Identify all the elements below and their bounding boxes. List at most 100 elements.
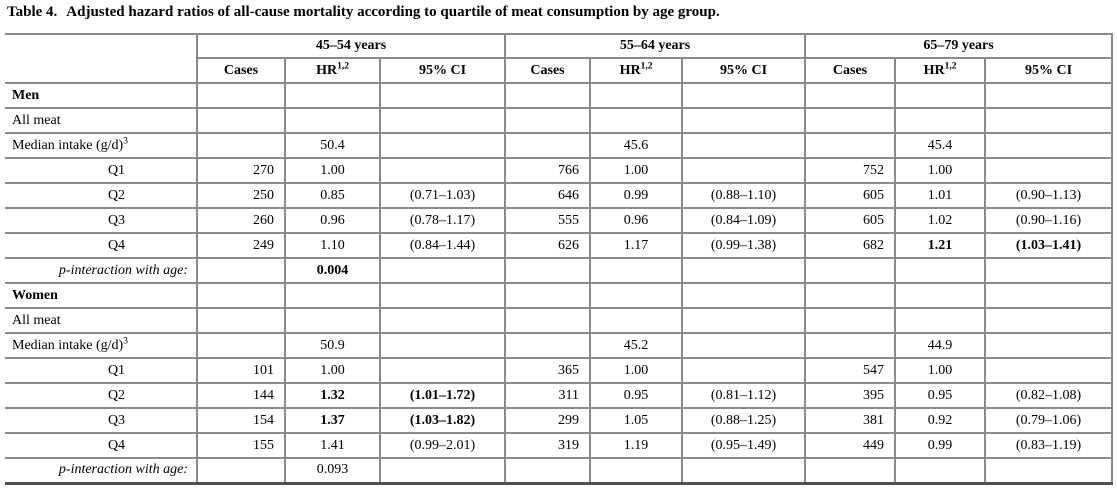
row-label: Q3 (5, 207, 198, 234)
cases-cell (804, 107, 897, 134)
row-label: p-interaction with age: (5, 457, 198, 485)
ci-cell: (1.03–1.82) (378, 407, 507, 434)
hr-cell: 1.32 (284, 382, 381, 409)
cases-cell: 311 (504, 382, 592, 409)
cases-cell (804, 257, 897, 284)
header-subcolumns-row: Cases HR1,2 95% CI Cases HR1,2 95% CI Ca… (5, 57, 1114, 84)
hr-cell: 1.41 (284, 432, 381, 459)
ci-cell: (0.99–1.38) (681, 232, 807, 259)
hr-cell: 1.00 (589, 157, 684, 184)
ci-cell (378, 457, 507, 485)
table-row: Women (5, 282, 1114, 309)
cases-cell (196, 332, 286, 359)
table-row: Q2 250 0.85 (0.71–1.03) 646 0.99 (0.88–1.10) 60… (5, 182, 1114, 209)
hr-cell: 1.00 (894, 157, 987, 184)
label-footnote-marker: 3 (123, 335, 128, 346)
cases-cell: 381 (804, 407, 897, 434)
hr-cell: 44.9 (894, 332, 987, 359)
cases-cell: 365 (504, 357, 592, 384)
cases-cell: 299 (504, 407, 592, 434)
cases-cell: 605 (804, 182, 897, 209)
table-row: p-interaction with age: 0.093 (5, 457, 1114, 485)
ci-cell (681, 332, 807, 359)
table-row: Men (5, 82, 1114, 109)
hr-cell (284, 107, 381, 134)
ci-cell (378, 357, 507, 384)
cases-cell: 250 (196, 182, 286, 209)
cases-cell (804, 82, 897, 109)
hr-cell (589, 82, 684, 109)
ci-cell: (0.90–1.16) (984, 207, 1114, 234)
hr-cell: 45.2 (589, 332, 684, 359)
cases-cell: 605 (804, 207, 897, 234)
ci-cell: (0.95–1.49) (681, 432, 807, 459)
age-group-header-65-79: 65–79 years (804, 33, 1114, 59)
ci-cell: (0.79–1.06) (984, 407, 1114, 434)
ci-cell: (0.88–1.25) (681, 407, 807, 434)
hr-cell (589, 307, 684, 334)
cases-cell (504, 332, 592, 359)
row-label: Women (5, 282, 198, 309)
table-row: p-interaction with age: 0.004 (5, 257, 1114, 284)
hr-cell: 1.00 (589, 357, 684, 384)
table-row: Median intake (g/d)3 50.4 45.6 45.4 (5, 132, 1114, 159)
cases-cell (804, 307, 897, 334)
table-row: Q1 270 1.00 766 1.00 752 1.00 (5, 157, 1114, 184)
cases-cell (804, 282, 897, 309)
corner-cell (5, 33, 198, 84)
ci-cell (984, 82, 1114, 109)
cases-cell: 155 (196, 432, 286, 459)
cases-cell: 260 (196, 207, 286, 234)
cases-cell (504, 257, 592, 284)
hr-cell: 1.02 (894, 207, 987, 234)
ci-cell (984, 307, 1114, 334)
ci-cell (378, 107, 507, 134)
table-title: Table 4. Adjusted hazard ratios of all-ca… (7, 4, 720, 21)
hr-cell: 0.96 (589, 207, 684, 234)
hr-cell: 0.92 (894, 407, 987, 434)
hr-cell (894, 457, 987, 485)
header-age-groups-row: 45–54 years 55–64 years 65–79 years (5, 33, 1114, 84)
cases-cell: 682 (804, 232, 897, 259)
ci-header: 95% CI (681, 57, 807, 84)
table-row: Q4 249 1.10 (0.84–1.44) 626 1.17 (0.99–1.38) 68… (5, 232, 1114, 259)
cases-cell (504, 132, 592, 159)
table-row: Q3 260 0.96 (0.78–1.17) 555 0.96 (0.84–1.09) 60… (5, 207, 1114, 234)
row-label: Q3 (5, 407, 198, 434)
cases-cell (196, 282, 286, 309)
row-label: Q2 (5, 382, 198, 409)
ci-cell: (1.03–1.41) (984, 232, 1114, 259)
row-label: Median intake (g/d)3 (5, 132, 198, 159)
ci-cell: (0.82–1.08) (984, 382, 1114, 409)
cases-cell (804, 132, 897, 159)
cases-cell: 752 (804, 157, 897, 184)
ci-cell (681, 257, 807, 284)
hr-cell: 0.85 (284, 182, 381, 209)
hazard-ratio-table: 45–54 years 55–64 years 65–79 years Case… (5, 33, 1114, 485)
ci-cell (984, 157, 1114, 184)
hr-cell (894, 82, 987, 109)
table-row: All meat (5, 107, 1114, 134)
cases-cell: 144 (196, 382, 286, 409)
ci-header: 95% CI (984, 57, 1114, 84)
hr-cell: 1.05 (589, 407, 684, 434)
hr-cell: 1.10 (284, 232, 381, 259)
row-label: Q1 (5, 357, 198, 384)
cases-cell: 646 (504, 182, 592, 209)
ci-cell (984, 107, 1114, 134)
hr-cell (894, 282, 987, 309)
ci-cell: (0.90–1.13) (984, 182, 1114, 209)
cases-cell: 101 (196, 357, 286, 384)
ci-cell (378, 282, 507, 309)
hr-cell: 45.6 (589, 132, 684, 159)
hr-cell (284, 307, 381, 334)
ci-cell (984, 257, 1114, 284)
hr-cell: 0.99 (589, 182, 684, 209)
table-row: Q1 101 1.00 365 1.00 547 1.00 (5, 357, 1114, 384)
hr-cell (589, 107, 684, 134)
cases-cell: 154 (196, 407, 286, 434)
cases-cell (504, 307, 592, 334)
table-number: Table 4. (7, 4, 58, 20)
hr-header: HR1,2 (894, 57, 987, 84)
